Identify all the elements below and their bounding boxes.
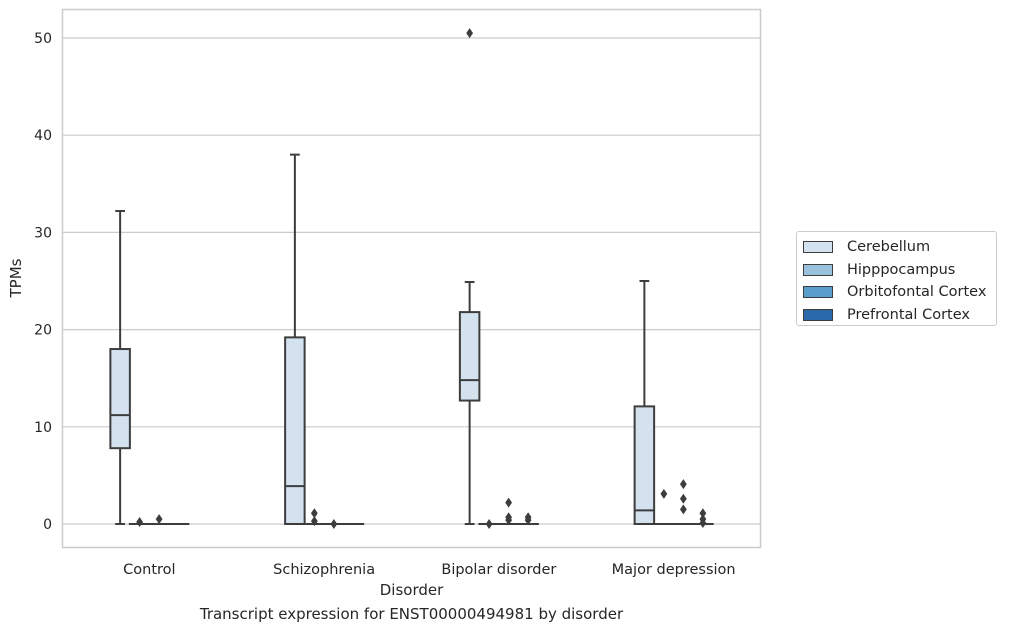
box-orbitofontal-cortex <box>672 479 695 526</box>
x-tick-label: Schizophrenia <box>273 562 375 578</box>
box-cerebellum <box>458 28 481 525</box>
box-cerebellum <box>109 210 131 525</box>
legend: Cerebellum Hipppocampus Orbitofontal Corte… <box>796 231 997 326</box>
y-axis: 0 10 20 30 40 50 <box>34 31 52 533</box>
legend-swatch <box>803 286 833 299</box>
outlier-point <box>485 519 493 529</box>
legend-item: Cerebellum <box>803 236 996 259</box>
x-axis-label: Disorder <box>380 581 444 599</box>
box-body <box>633 405 656 525</box>
legend-item: Orbitofontal Cortex <box>803 281 996 304</box>
outlier-point <box>699 508 707 519</box>
y-tick-label: 0 <box>43 517 52 533</box>
outlier-point <box>505 515 513 526</box>
outlier-point <box>679 479 687 490</box>
box-orbitofontal-cortex <box>497 497 520 526</box>
box-body <box>109 348 131 450</box>
box-plot-marks <box>109 28 714 529</box>
outlier-point <box>466 28 474 39</box>
legend-label: Prefrontal Cortex <box>847 306 970 323</box>
x-axis: Control Schizophrenia Bipolar disorder Majo… <box>123 562 735 578</box>
box-orbitofontal-cortex <box>323 519 345 529</box>
y-tick-label: 10 <box>34 420 52 436</box>
box-cerebellum <box>284 153 306 525</box>
outlier-point <box>310 508 318 519</box>
legend-label: Cerebellum <box>847 239 931 256</box>
outlier-point <box>679 504 687 515</box>
legend-label: Orbitofontal Cortex <box>847 284 987 301</box>
box-hipppocampus <box>303 508 326 527</box>
y-tick-label: 30 <box>34 225 52 241</box>
outlier-point <box>660 488 668 499</box>
legend-item: Hipppocampus <box>803 259 996 282</box>
box-hipppocampus <box>653 488 675 526</box>
y-axis-label: TPMs <box>7 258 25 298</box>
x-tick-label: Control <box>123 562 175 578</box>
x-tick-label: Bipolar disorder <box>441 562 556 578</box>
outlier-point <box>330 519 338 529</box>
box-cerebellum <box>633 280 656 525</box>
legend-swatch <box>803 241 833 254</box>
chart-caption: Transcript expression for ENST0000049498… <box>199 605 624 623</box>
box-prefrontal-cortex <box>517 512 539 526</box>
legend-item: Prefrontal Cortex <box>803 304 996 327</box>
gridlines <box>62 37 761 525</box>
box-body <box>458 311 481 402</box>
y-tick-label: 40 <box>34 128 52 144</box>
outlier-point <box>310 516 318 527</box>
outlier-point <box>679 493 687 504</box>
outlier-point <box>136 517 144 528</box>
box-prefrontal-cortex <box>692 508 714 529</box>
legend-label: Hipppocampus <box>847 261 956 278</box>
outlier-point <box>524 515 532 526</box>
outlier-point <box>505 497 513 508</box>
x-tick-label: Major depression <box>612 562 736 578</box>
box-orbitofontal-cortex <box>148 514 170 526</box>
legend-swatch <box>803 263 833 276</box>
legend-swatch <box>803 308 833 321</box>
y-tick-label: 50 <box>34 31 52 47</box>
y-tick-label: 20 <box>34 323 52 339</box>
outlier-point <box>699 518 707 529</box>
box-body <box>284 336 306 525</box>
outlier-point <box>155 514 163 525</box>
box-hipppocampus <box>478 519 500 529</box>
box-hipppocampus <box>128 517 151 528</box>
plot-frame <box>61 8 762 549</box>
